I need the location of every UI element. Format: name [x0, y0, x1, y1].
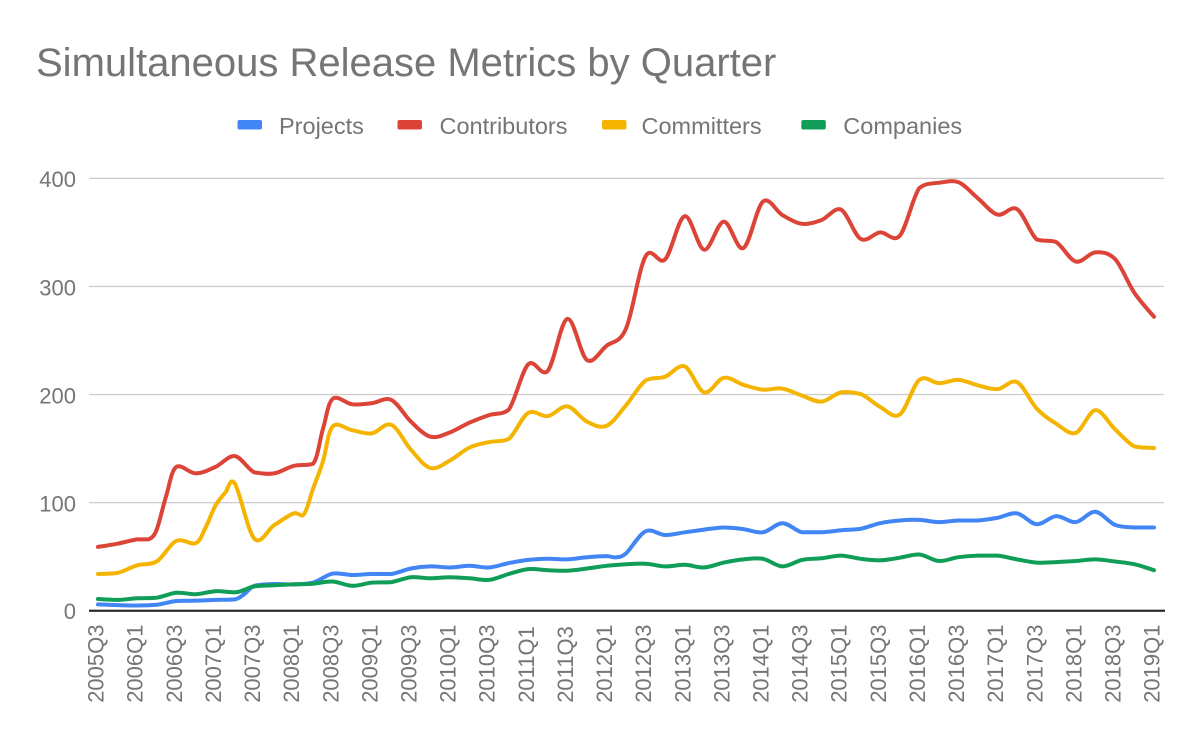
svg-text:2008Q1: 2008Q1	[279, 625, 304, 703]
svg-text:2006Q1: 2006Q1	[123, 625, 148, 703]
svg-text:0: 0	[64, 599, 76, 624]
svg-text:2005Q3: 2005Q3	[84, 625, 109, 703]
svg-text:2014Q1: 2014Q1	[749, 625, 774, 703]
svg-text:2013Q3: 2013Q3	[709, 625, 734, 703]
svg-text:Companies: Companies	[843, 113, 962, 139]
svg-text:2009Q1: 2009Q1	[357, 625, 382, 703]
svg-text:2010Q3: 2010Q3	[475, 625, 500, 703]
svg-text:Projects: Projects	[279, 113, 364, 139]
svg-text:2011Q1: 2011Q1	[514, 626, 539, 703]
svg-text:2017Q1: 2017Q1	[983, 625, 1008, 703]
svg-text:Contributors: Contributors	[440, 113, 568, 139]
svg-text:200: 200	[39, 383, 76, 408]
svg-text:Simultaneous Release Metrics b: Simultaneous Release Metrics by Quarter	[36, 41, 776, 85]
svg-text:2016Q1: 2016Q1	[905, 625, 930, 703]
svg-text:300: 300	[39, 275, 76, 300]
svg-text:2017Q3: 2017Q3	[1022, 625, 1047, 703]
svg-text:2019Q1: 2019Q1	[1140, 625, 1165, 703]
svg-text:2018Q3: 2018Q3	[1101, 625, 1126, 703]
svg-text:2006Q3: 2006Q3	[162, 625, 187, 703]
svg-text:400: 400	[39, 167, 76, 192]
svg-text:2014Q3: 2014Q3	[788, 625, 813, 703]
svg-text:2016Q3: 2016Q3	[944, 625, 969, 703]
svg-text:2009Q3: 2009Q3	[397, 625, 422, 703]
svg-text:2012Q3: 2012Q3	[631, 625, 656, 703]
svg-text:2007Q3: 2007Q3	[240, 625, 265, 703]
svg-text:2007Q1: 2007Q1	[201, 625, 226, 703]
svg-text:2018Q1: 2018Q1	[1061, 625, 1086, 703]
svg-text:100: 100	[39, 491, 76, 516]
svg-text:Committers: Committers	[642, 113, 762, 139]
svg-text:2008Q3: 2008Q3	[318, 625, 343, 703]
svg-text:2013Q1: 2013Q1	[670, 625, 695, 703]
svg-text:2015Q3: 2015Q3	[866, 625, 891, 703]
svg-text:2011Q3: 2011Q3	[553, 626, 578, 703]
svg-text:2010Q1: 2010Q1	[436, 625, 461, 703]
svg-text:2015Q1: 2015Q1	[827, 625, 852, 703]
svg-text:2012Q1: 2012Q1	[592, 625, 617, 703]
